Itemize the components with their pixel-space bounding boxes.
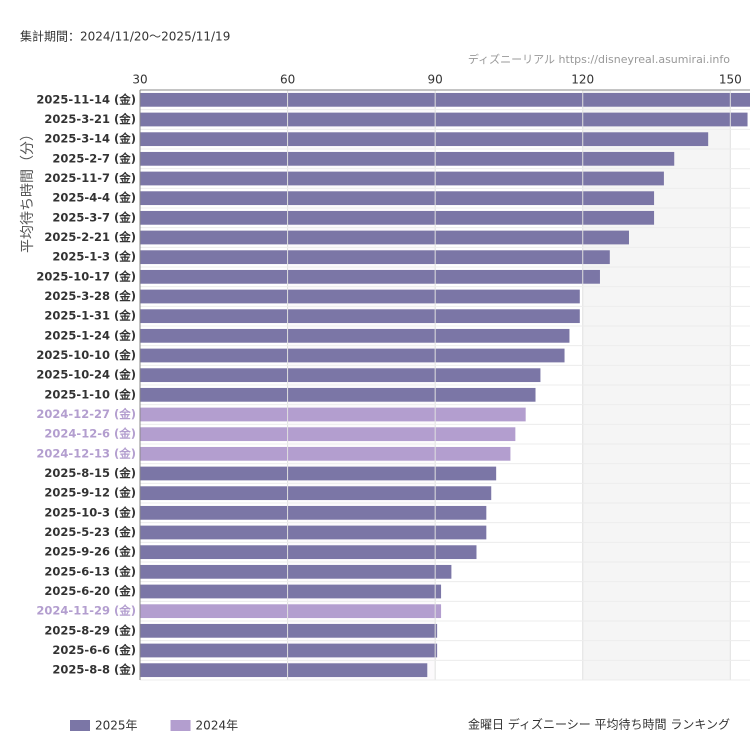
x-tick-label: 120 [571,73,594,87]
x-tick-label: 30 [132,73,147,87]
bar [140,505,487,520]
y-tick-label: 2025-1-3 (金) [52,250,136,264]
bar [140,328,570,343]
bar [140,112,748,127]
y-tick-label: 2025-6-20 (金) [44,584,136,598]
bar [140,545,477,560]
bar [140,387,536,402]
y-tick-label: 2025-2-21 (金) [44,230,136,244]
y-tick-label: 2025-10-17 (金) [36,269,136,283]
y-tick-label: 2025-11-14 (金) [36,92,136,106]
x-tick-label: 90 [428,73,443,87]
y-tick-label: 2025-3-21 (金) [44,112,136,126]
y-tick-label: 2024-12-27 (金) [36,407,136,421]
y-tick-label: 2025-1-31 (金) [44,309,136,323]
legend-swatch [70,720,90,731]
y-tick-label: 2025-4-4 (金) [52,191,136,205]
y-tick-label: 2025-11-7 (金) [44,171,136,185]
period: 集計期間：2024/11/20〜2025/11/19 [20,29,230,44]
bar [140,486,492,501]
y-tick-label: 2025-9-12 (金) [44,486,136,500]
bar [140,289,580,304]
bar [140,230,629,245]
x-tick-label: 60 [280,73,295,87]
bar [140,623,438,638]
y-tick-label: 2024-11-29 (金) [36,604,136,618]
legend-swatch [170,720,191,731]
bar [140,407,526,422]
y-tick-label: 2025-10-3 (金) [44,505,136,519]
y-tick-label: 2024-12-6 (金) [44,427,136,441]
y-tick-label: 2025-3-14 (金) [44,132,136,146]
source: ディズニーリアル https://disneyreal.asumirai.inf… [468,52,730,66]
y-tick-label: 2025-10-24 (金) [36,368,136,382]
bar [140,151,675,166]
bar [140,171,664,186]
bar [140,269,600,284]
y-tick-label: 2025-3-28 (金) [44,289,136,303]
y-tick-label: 2025-8-29 (金) [44,623,136,637]
y-tick-label: 2025-8-15 (金) [44,466,136,480]
bar [140,191,655,206]
y-tick-label: 2025-6-13 (金) [44,564,136,578]
caption: 金曜日 ディズニーシー 平均待ち時間 ランキング [468,717,730,732]
bar [140,309,580,324]
bar [140,564,452,579]
bar [140,368,541,383]
bar [140,250,610,265]
bar [140,663,428,678]
y-tick-label: 2025-8-8 (金) [52,663,136,677]
bar [140,643,438,658]
bar [140,584,442,599]
y-tick-label: 2025-1-10 (金) [44,387,136,401]
y-tick-label: 2025-1-24 (金) [44,328,136,342]
bar [140,466,497,481]
bar [140,446,511,461]
bar [140,132,709,147]
bar [140,427,516,442]
y-tick-label: 2024-12-13 (金) [36,446,136,460]
legend-label: 2025年 [95,719,138,733]
x-tick-label: 150 [719,73,742,87]
bar [140,525,487,540]
y-tick-label: 2025-5-23 (金) [44,525,136,539]
bar [140,604,442,619]
y-tick-label: 2025-9-26 (金) [44,545,136,559]
y-tick-label: 2025-10-10 (金) [36,348,136,362]
y-tick-label: 2025-3-7 (金) [52,210,136,224]
legend-label: 2024年 [196,719,239,733]
bar [140,348,565,363]
bar [140,210,655,225]
y-tick-label: 2025-6-6 (金) [52,643,136,657]
bar [140,92,750,107]
y-axis-label: 平均待ち時間（分） [20,127,36,253]
y-tick-label: 2025-2-7 (金) [52,151,136,165]
